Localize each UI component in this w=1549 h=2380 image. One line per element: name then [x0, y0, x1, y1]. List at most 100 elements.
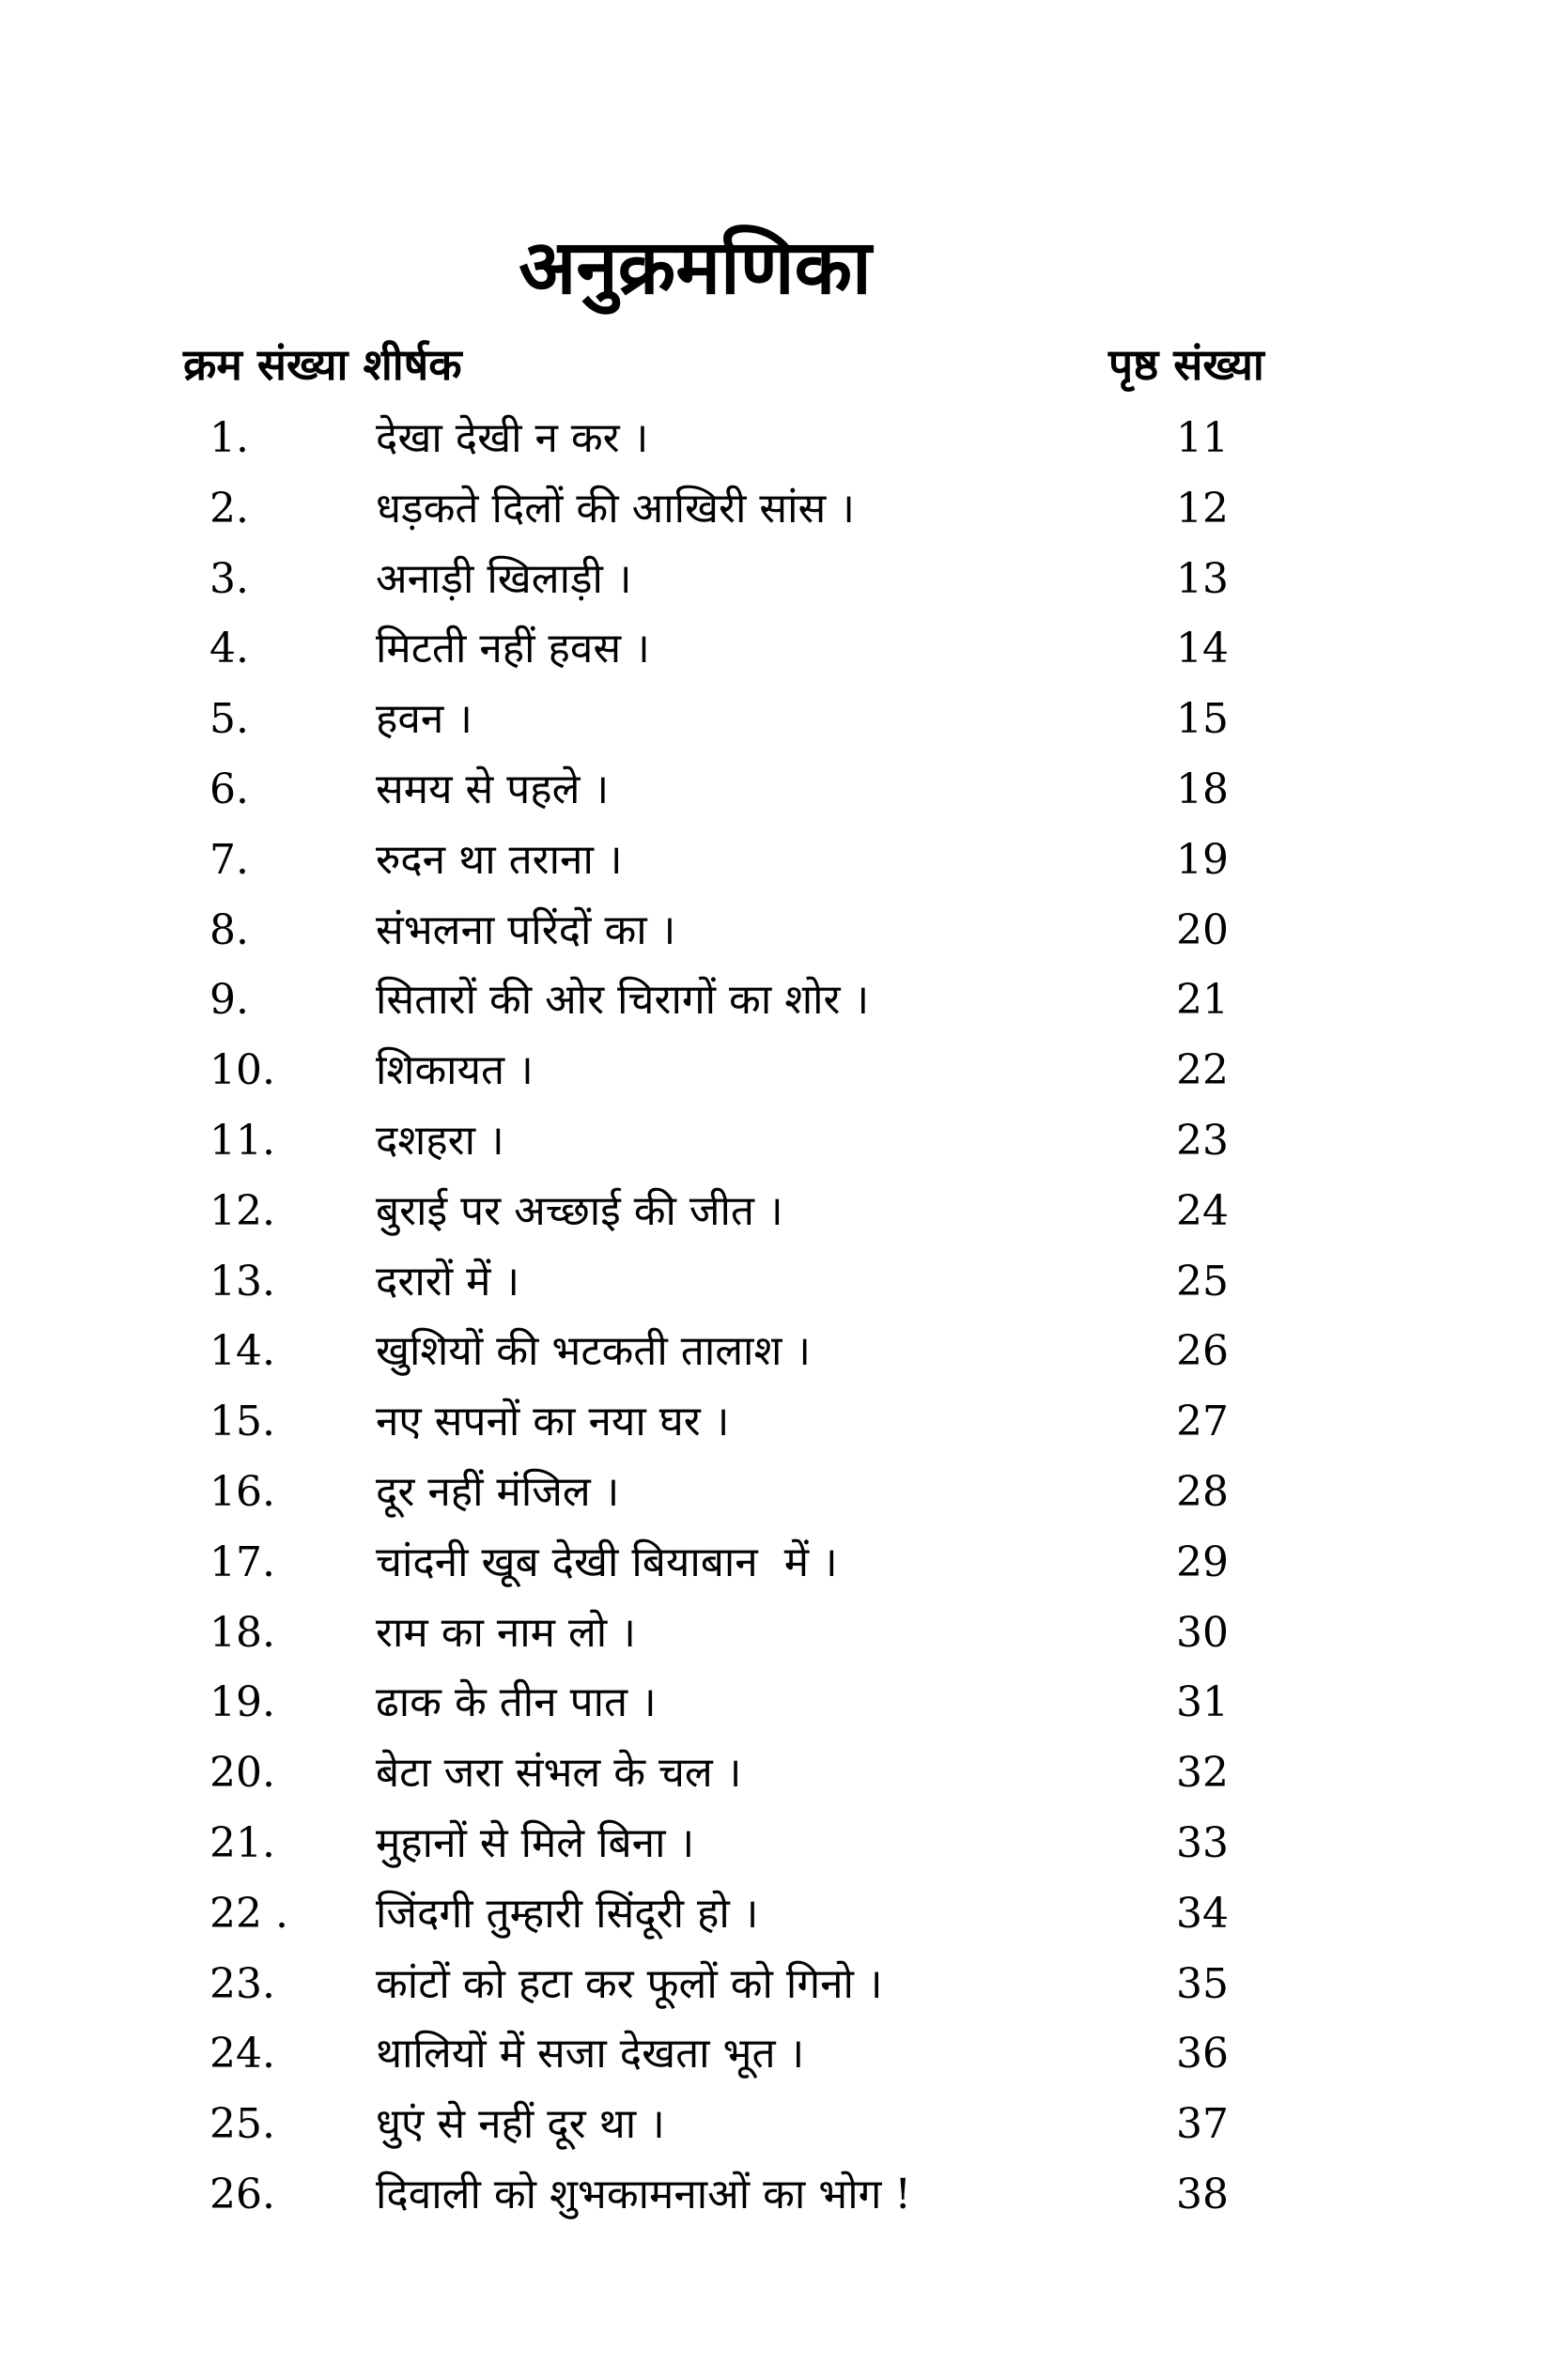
- row-title: दिवाली को शुभकामनाओं का भोग !: [376, 2170, 912, 2218]
- row-title: राम का नाम लो ।: [376, 1608, 636, 1657]
- row-title: धुएं से नहीं दूर था ।: [376, 2100, 665, 2149]
- column-header-page-number: पृष्ठ संख्या: [1108, 339, 1264, 390]
- row-page-number: 11: [1176, 414, 1229, 462]
- row-title: थालियों में सजा देखता भूत ।: [376, 2030, 805, 2079]
- row-page-number: 15: [1176, 695, 1229, 744]
- row-page-number: 18: [1176, 765, 1229, 813]
- row-title: चांदनी खूब देखी बियाबान में ।: [376, 1538, 838, 1586]
- row-serial-number: 16.: [209, 1467, 275, 1516]
- table-row: 7. रुदन था तराना । 19: [0, 835, 1549, 907]
- row-serial-number: 18.: [209, 1608, 275, 1657]
- row-title: शिकायत ।: [376, 1046, 534, 1095]
- row-title: मिटती नहीं हवस ।: [376, 625, 650, 673]
- row-page-number: 25: [1176, 1257, 1229, 1306]
- row-title: बेटा जरा संभल के चल ।: [376, 1749, 742, 1798]
- row-page-number: 21: [1176, 976, 1229, 1025]
- row-page-number: 35: [1176, 1959, 1229, 2008]
- row-title: जिंदगी तुम्हारी सिंदूरी हो ।: [376, 1889, 759, 1938]
- table-row: 13. दरारों में । 25: [0, 1257, 1549, 1329]
- row-serial-number: 9.: [209, 976, 249, 1025]
- table-header: क्रम संख्या शीर्षक पृष्ठ संख्या: [0, 331, 1549, 415]
- row-serial-number: 15.: [209, 1398, 275, 1446]
- row-page-number: 37: [1176, 2100, 1229, 2149]
- row-page-number: 36: [1176, 2030, 1229, 2079]
- table-row: 17. चांदनी खूब देखी बियाबान में । 29: [0, 1538, 1549, 1610]
- row-title: धड़कते दिलों की आखिरी सांस ।: [376, 484, 855, 533]
- row-page-number: 23: [1176, 1116, 1229, 1165]
- row-page-number: 19: [1176, 835, 1229, 884]
- row-title: संभलना परिंदों का ।: [376, 905, 676, 954]
- table-row: 11. दशहरा । 23: [0, 1116, 1549, 1188]
- row-serial-number: 23.: [209, 1959, 275, 2008]
- table-row: 25. धुएं से नहीं दूर था । 37: [0, 2101, 1549, 2171]
- row-title: समय से पहले ।: [376, 765, 610, 813]
- table-row: 6. समय से पहले । 18: [0, 765, 1549, 837]
- row-title: बुराई पर अच्छाई की जीत ।: [376, 1186, 783, 1235]
- row-title: दरारों में ।: [376, 1257, 520, 1306]
- row-page-number: 33: [1176, 1818, 1229, 1867]
- table-row: 14. खुशियों की भटकती तालाश । 26: [0, 1328, 1549, 1399]
- row-serial-number: 24.: [209, 2030, 275, 2079]
- table-row: 18. राम का नाम लो । 30: [0, 1608, 1549, 1680]
- row-serial-number: 20.: [209, 1749, 275, 1798]
- row-serial-number: 4.: [209, 625, 249, 673]
- table-row: 21. मुहानों से मिले बिना । 33: [0, 1818, 1549, 1891]
- row-title: देखा देखी न कर ।: [376, 414, 649, 462]
- table-row: 5. हवन । 15: [0, 696, 1549, 766]
- table-row: 26. दिवाली को शुभकामनाओं का भोग ! 38: [0, 2171, 1549, 2242]
- row-page-number: 14: [1176, 625, 1229, 673]
- row-serial-number: 25.: [209, 2100, 275, 2149]
- table-row: 1. देखा देखी न कर । 11: [0, 414, 1549, 486]
- table-row: 10. शिकायत । 22: [0, 1047, 1549, 1118]
- row-title: मुहानों से मिले बिना ।: [376, 1818, 695, 1867]
- row-serial-number: 7.: [209, 835, 249, 884]
- table-row: 16. दूर नहीं मंजिल । 28: [0, 1467, 1549, 1539]
- row-title: ढाक के तीन पात ।: [376, 1678, 657, 1727]
- row-serial-number: 13.: [209, 1257, 275, 1306]
- row-page-number: 34: [1176, 1889, 1229, 1938]
- table-row: 3. अनाड़ी खिलाड़ी । 13: [0, 554, 1549, 626]
- row-serial-number: 6.: [209, 765, 249, 813]
- table-row: 4. मिटती नहीं हवस । 14: [0, 626, 1549, 696]
- row-page-number: 24: [1176, 1186, 1229, 1235]
- row-serial-number: 17.: [209, 1538, 275, 1586]
- row-page-number: 30: [1176, 1608, 1229, 1657]
- toc-list: 1. देखा देखी न कर । 11 2. धड़कते दिलों क…: [0, 414, 1549, 2242]
- row-page-number: 13: [1176, 554, 1229, 603]
- row-serial-number: 11.: [209, 1116, 275, 1165]
- table-row: 24. थालियों में सजा देखता भूत । 36: [0, 2031, 1549, 2101]
- row-page-number: 12: [1176, 484, 1229, 533]
- row-page-number: 32: [1176, 1749, 1229, 1798]
- row-serial-number: 1.: [209, 414, 249, 462]
- row-serial-number: 22 .: [209, 1889, 288, 1938]
- row-title: अनाड़ी खिलाड़ी ।: [376, 554, 632, 603]
- row-serial-number: 8.: [209, 905, 249, 954]
- row-serial-number: 12.: [209, 1186, 275, 1235]
- table-row: 9. सितारों की ओर चिरागों का शोर । 21: [0, 977, 1549, 1047]
- row-page-number: 26: [1176, 1327, 1229, 1376]
- table-row: 12. बुराई पर अच्छाई की जीत । 24: [0, 1186, 1549, 1259]
- table-row: 15. नए सपनों का नया घर । 27: [0, 1399, 1549, 1469]
- page-title: अनुक्रमणिका: [519, 222, 872, 311]
- row-serial-number: 14.: [209, 1327, 275, 1376]
- row-title: कांटों को हटा कर फूलों को गिनो ।: [376, 1959, 883, 2008]
- table-row: 23. कांटों को हटा कर फूलों को गिनो । 35: [0, 1959, 1549, 2032]
- row-serial-number: 10.: [209, 1046, 275, 1095]
- row-page-number: 27: [1176, 1398, 1229, 1446]
- row-page-number: 38: [1176, 2170, 1229, 2218]
- row-title: खुशियों की भटकती तालाश ।: [376, 1327, 812, 1376]
- column-header-serial-title: क्रम संख्या शीर्षक: [183, 339, 462, 390]
- row-serial-number: 5.: [209, 695, 249, 744]
- row-serial-number: 26.: [209, 2170, 275, 2218]
- table-row: 20. बेटा जरा संभल के चल । 32: [0, 1750, 1549, 1820]
- row-serial-number: 19.: [209, 1678, 275, 1727]
- row-title: हवन ।: [376, 695, 472, 744]
- table-row: 22 . जिंदगी तुम्हारी सिंदूरी हो । 34: [0, 1889, 1549, 1961]
- row-title: दशहरा ।: [376, 1116, 504, 1165]
- row-page-number: 22: [1176, 1046, 1229, 1095]
- row-page-number: 28: [1176, 1467, 1229, 1516]
- row-serial-number: 3.: [209, 554, 249, 603]
- row-title: दूर नहीं मंजिल ।: [376, 1467, 620, 1516]
- row-serial-number: 21.: [209, 1818, 275, 1867]
